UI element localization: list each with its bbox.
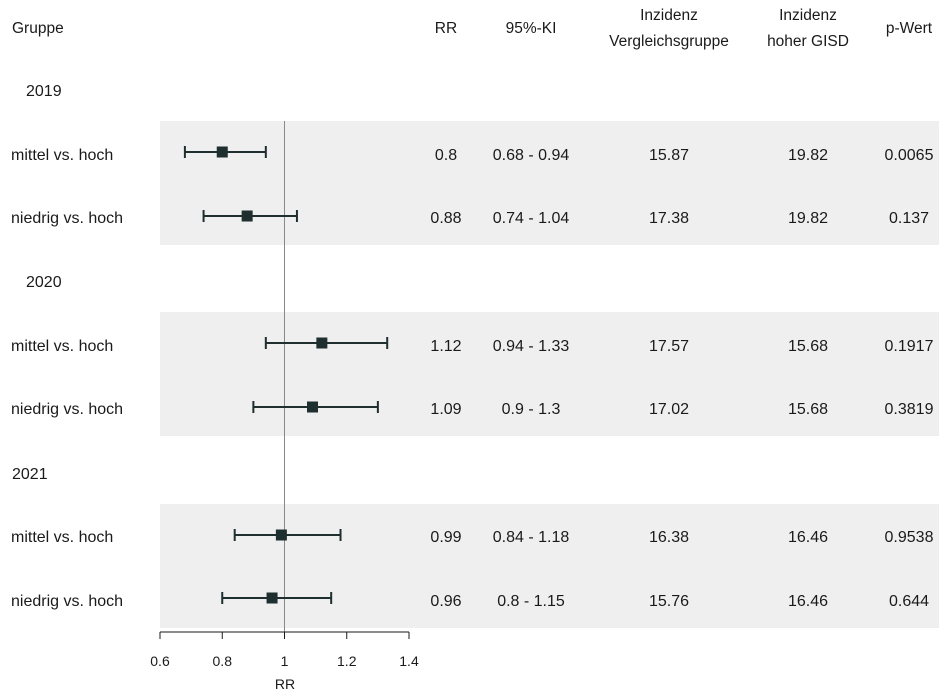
rr-value: 0.99 <box>430 529 461 546</box>
p-value: 0.9538 <box>885 529 934 546</box>
x-tick-label: 1.4 <box>399 653 419 669</box>
x-tick-label: 1 <box>281 653 289 669</box>
header-ci: 95%-KI <box>506 20 557 37</box>
row-label: niedrig vs. hoch <box>11 593 123 610</box>
row-label: niedrig vs. hoch <box>11 210 123 227</box>
row-label: mittel vs. hoch <box>11 529 113 546</box>
ci-value: 0.94 - 1.33 <box>493 338 570 355</box>
point-estimate <box>241 210 253 222</box>
rr-value: 0.88 <box>430 210 461 227</box>
inc-comp-value: 17.02 <box>649 401 689 418</box>
x-axis-ticks: 0.6 0.8 1 1.2 1.4 <box>150 632 419 669</box>
rr-value: 0.8 <box>435 147 457 164</box>
year-label-2021: 2021 <box>12 466 48 483</box>
inc-comp-value: 15.87 <box>649 147 689 164</box>
point-estimate <box>216 146 228 158</box>
x-tick-label: 0.6 <box>150 653 170 669</box>
header-inc-comp-line2: Vergleichsgruppe <box>609 33 729 50</box>
point-estimate <box>316 337 328 349</box>
rr-value: 1.09 <box>430 401 461 418</box>
rr-value: 0.96 <box>430 593 461 610</box>
p-value: 0.0065 <box>885 147 934 164</box>
group-band-2021 <box>160 504 939 628</box>
x-tick-label: 0.8 <box>213 653 233 669</box>
row-label: mittel vs. hoch <box>11 338 113 355</box>
inc-comp-value: 17.57 <box>649 338 689 355</box>
group-band-2020 <box>160 312 939 436</box>
ci-value: 0.74 - 1.04 <box>493 210 570 227</box>
header-inc-high-line2: hoher GISD <box>767 33 849 50</box>
row-label: niedrig vs. hoch <box>11 401 123 418</box>
year-label-2020: 2020 <box>26 274 62 291</box>
inc-high-value: 15.68 <box>788 401 828 418</box>
header-inc-comp-line1: Inzidenz <box>640 7 698 24</box>
header-rr: RR <box>435 20 457 37</box>
inc-comp-value: 16.38 <box>649 529 689 546</box>
inc-comp-value: 15.76 <box>649 593 689 610</box>
inc-comp-value: 17.38 <box>649 210 689 227</box>
point-estimate <box>307 401 319 413</box>
header-inc-high-line1: Inzidenz <box>779 7 837 24</box>
group-band-2019 <box>160 121 939 245</box>
rr-value: 1.12 <box>430 338 461 355</box>
ci-value: 0.8 - 1.15 <box>497 593 565 610</box>
p-value: 0.644 <box>889 593 929 610</box>
year-label-2019: 2019 <box>26 83 62 100</box>
inc-high-value: 19.82 <box>788 147 828 164</box>
header-p: p-Wert <box>886 20 933 37</box>
header-group: Gruppe <box>12 20 64 37</box>
point-estimate <box>266 592 278 604</box>
row-label: mittel vs. hoch <box>11 147 113 164</box>
point-estimate <box>275 529 287 541</box>
inc-high-value: 15.68 <box>788 338 828 355</box>
x-tick-label: 1.2 <box>337 653 357 669</box>
p-value: 0.3819 <box>885 401 934 418</box>
inc-high-value: 16.46 <box>788 529 828 546</box>
ci-value: 0.68 - 0.94 <box>493 147 570 164</box>
inc-high-value: 19.82 <box>788 210 828 227</box>
p-value: 0.1917 <box>885 338 934 355</box>
ci-value: 0.9 - 1.3 <box>502 401 561 418</box>
plot-marks <box>183 121 389 632</box>
inc-high-value: 16.46 <box>788 593 828 610</box>
p-value: 0.137 <box>889 210 929 227</box>
x-axis-title: RR <box>275 676 295 692</box>
ci-value: 0.84 - 1.18 <box>493 529 570 546</box>
